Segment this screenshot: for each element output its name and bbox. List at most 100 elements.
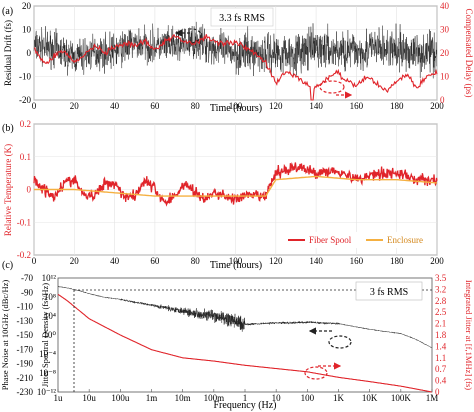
y-tick-label: -0.1 xyxy=(17,217,31,227)
panel-b-legend: Fiber Spool Enclosure xyxy=(283,232,435,248)
panel-b-enclosure-line xyxy=(34,175,438,197)
x-tick-label: 180 xyxy=(390,101,404,111)
y-outer-tick-label: -210 xyxy=(17,373,34,383)
x-tick-label: 160 xyxy=(350,101,364,111)
x-tick-label: 80 xyxy=(191,256,201,266)
y-right-tick-label: 2.5 xyxy=(435,307,447,317)
y-outer-tick-label: -150 xyxy=(17,330,34,340)
x-tick-label: 120 xyxy=(269,101,283,111)
y-inner-tick-label: 10⁻¹² xyxy=(37,387,56,397)
x-tick-label: 60 xyxy=(150,256,160,266)
x-tick-label: 100K xyxy=(391,393,412,403)
y-tick-label: 10 xyxy=(22,25,32,35)
panel-c-red-ellipse xyxy=(304,366,328,380)
panel-b-ticks: 0 20 40 60 80 100 120 140 160 180 200 -0.2 -0.1 0 0.1 0… xyxy=(17,119,445,266)
x-tick-label: 10u xyxy=(82,393,96,403)
y-tick-label: 20 xyxy=(22,1,32,11)
panel-b-xlabel: Time (hours) xyxy=(210,260,262,271)
y-outer-tick-label: -130 xyxy=(17,316,34,326)
y-inner-tick-label: 10¹² xyxy=(42,273,57,283)
y-inner-tick-label: 10⁸ xyxy=(44,292,56,302)
x-tick-label: 40 xyxy=(110,101,120,111)
y-outer-tick-label: -110 xyxy=(17,302,34,312)
y-tick-label: 0 xyxy=(27,185,32,195)
y-outer-tick-label: -90 xyxy=(21,287,33,297)
y-tick-label: 0.2 xyxy=(20,119,31,129)
panel-b-label: (b) xyxy=(2,123,14,134)
panel-a-rms-box xyxy=(210,7,274,27)
x-tick-label: 200 xyxy=(430,256,444,266)
panel-c-phase-noise-line xyxy=(57,285,433,349)
panel-c-ylabel-right: Integrated Jitter at [f,1MHz] (fs) xyxy=(464,280,474,390)
x-tick-label: 180 xyxy=(390,256,404,266)
legend-background xyxy=(283,232,435,248)
y-right-tick-label: 40 xyxy=(440,1,450,11)
panel-c: (c) 1u 10u 100u 1m 10m 100m 1 10 100 1K 10K 100K 1M -… xyxy=(0,260,474,411)
y-right-tick-label: 3.5 xyxy=(435,273,447,283)
y-right-tick-label: 2.8 xyxy=(435,296,447,306)
x-tick-label: 1M xyxy=(426,393,439,403)
x-tick-label: 200 xyxy=(430,101,444,111)
panel-c-ylabel: Phase Noise at 10GHz (dBc/Hz) xyxy=(0,280,10,391)
panel-c-xlabel: Frequency (Hz) xyxy=(213,400,276,411)
panel-b: (b) 0 20 40 60 80 100 120 140 160 180 200-0.2-0.10… xyxy=(2,119,444,271)
x-tick-label: 160 xyxy=(350,256,364,266)
x-tick-label: 0 xyxy=(32,101,37,111)
panel-a-rms-annotation: 3.3 fs RMS xyxy=(219,13,265,24)
y-outer-tick-label: -70 xyxy=(21,273,33,283)
y-inner-tick-label: 10⁻⁴ xyxy=(39,349,56,359)
panel-a-series xyxy=(33,21,438,101)
x-tick-label: 10 xyxy=(272,393,282,403)
x-tick-label: 20 xyxy=(70,256,80,266)
panel-a: (a) 0 20 40 60 80 100 120 140 160 180 200-20-10010… xyxy=(2,1,474,114)
y-right-tick-label: 0.7 xyxy=(435,364,447,374)
panel-a-label: (a) xyxy=(2,6,13,17)
x-tick-label: 120 xyxy=(269,256,283,266)
panel-a-xlabel: Time (hours) xyxy=(210,103,262,114)
x-tick-label: 140 xyxy=(309,256,323,266)
y-right-tick-label: 10 xyxy=(440,72,450,82)
x-tick-label: 100m xyxy=(204,393,225,403)
x-tick-label: 100 xyxy=(301,393,315,403)
y-right-tick-label: 2.1 xyxy=(435,319,446,329)
y-outer-tick-label: -170 xyxy=(17,344,34,354)
y-tick-label: -20 xyxy=(19,95,31,105)
x-tick-label: 20 xyxy=(70,101,80,111)
panel-c-black-ellipse xyxy=(328,335,352,349)
y-tick-label: 0.1 xyxy=(20,152,31,162)
panel-b-series xyxy=(33,162,438,207)
x-tick-label: 1K xyxy=(333,393,345,403)
y-right-tick-label: 0.4 xyxy=(435,376,447,386)
x-tick-label: 100u xyxy=(111,393,130,403)
y-right-tick-label: 0 xyxy=(440,95,445,105)
x-tick-label: 100 xyxy=(229,256,243,266)
y-tick-label: -0.2 xyxy=(17,250,31,260)
panel-c-label: (c) xyxy=(2,260,13,271)
y-inner-tick-label: 10⁻⁸ xyxy=(39,368,56,378)
panel-c-rms-box xyxy=(355,281,423,301)
panel-b-ylabel: Relative Temperature (K) xyxy=(3,144,13,236)
x-tick-label: 80 xyxy=(191,101,201,111)
x-tick-label: 140 xyxy=(309,101,323,111)
y-inner-tick-label: 10⁴ xyxy=(44,311,56,321)
panel-a-delay-line xyxy=(33,33,438,101)
x-tick-label: 1m xyxy=(146,393,158,403)
y-right-tick-label: 3.2 xyxy=(435,284,446,294)
y-right-tick-label: 0 xyxy=(435,387,440,397)
panel-a-grid xyxy=(33,5,438,101)
panel-c-ylabel-inner: Jitter Spectral Density (fs²/Hz) xyxy=(40,283,50,387)
panel-c-series xyxy=(57,285,433,393)
panel-a-ylabel: Residual Drift (fs) xyxy=(3,20,13,86)
legend-label-fiber: Fiber Spool xyxy=(309,235,352,245)
panel-a-ticks: 0 20 40 60 80 100 120 140 160 180 200-20-100102001… xyxy=(19,1,450,111)
panel-a-drift-line xyxy=(33,21,438,79)
y-tick-label: -10 xyxy=(19,72,31,82)
panel-a-left-arrow xyxy=(189,28,202,44)
panel-c-ticks: 1u 10u 100u 1m 10m 100m 1 10 100 1K 10K 100K 1M -70 -9… xyxy=(17,273,447,403)
y-right-tick-label: 20 xyxy=(440,48,450,58)
panel-a-ylabel-right: Compensated Delay (ps) xyxy=(464,9,474,98)
y-inner-tick-label: 10⁰ xyxy=(43,330,56,340)
x-tick-label: 100 xyxy=(229,101,243,111)
panel-a-right-ellipse xyxy=(319,80,345,94)
